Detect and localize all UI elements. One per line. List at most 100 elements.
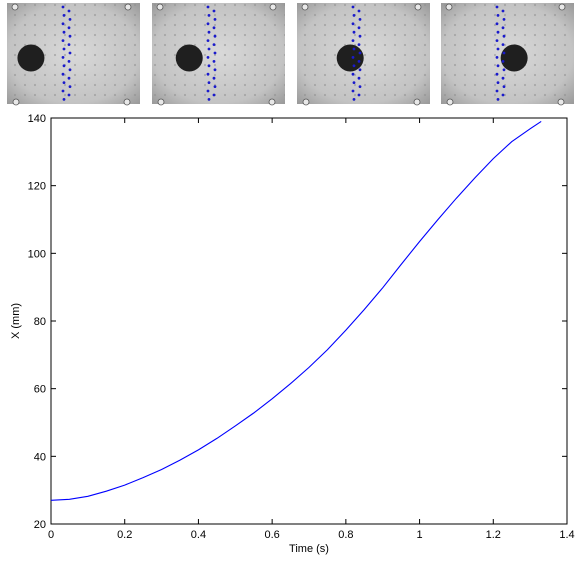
marker-dot xyxy=(207,47,211,51)
chart: 0 0.2 0.4 0.6 0.8 1 1.2 1.4 20 40 60 80 100 120 140 T… xyxy=(10,113,575,555)
bolt-icon xyxy=(558,3,566,11)
marker-dot xyxy=(351,72,355,76)
marker-dot xyxy=(496,30,500,34)
marker-dot xyxy=(207,81,211,84)
marker-dot xyxy=(501,26,505,30)
marker-dot xyxy=(62,64,66,68)
bolt-icon xyxy=(445,3,453,11)
marker-dot xyxy=(206,22,210,26)
x-tick-label: 0.4 xyxy=(191,529,206,541)
plate-texture xyxy=(297,3,430,104)
marker-dot xyxy=(62,98,66,101)
marker-dot xyxy=(68,85,72,88)
marker-dot xyxy=(351,56,355,59)
marker-dot xyxy=(357,9,361,13)
marker-dot xyxy=(352,64,356,68)
marker-dot xyxy=(501,60,505,63)
marker-dot xyxy=(61,72,65,76)
marker-dot xyxy=(213,85,217,88)
marker-dot xyxy=(352,98,356,101)
plot-area xyxy=(50,117,568,525)
y-tick-label: 60 xyxy=(34,384,46,396)
bolt-icon xyxy=(413,98,421,106)
photo-panels xyxy=(7,3,574,106)
marker-dot xyxy=(357,76,361,80)
marker-dot xyxy=(496,81,500,84)
marker-dot xyxy=(67,93,71,97)
marker-dot xyxy=(213,51,217,55)
marker-dot xyxy=(352,14,356,17)
marker-dot xyxy=(213,34,217,38)
marker-dot xyxy=(501,43,505,46)
marker-dot xyxy=(495,39,499,42)
bolt-icon xyxy=(446,98,454,106)
marker-dot xyxy=(357,93,361,97)
marker-dot xyxy=(212,9,216,13)
marker-dot xyxy=(351,39,355,42)
bolt-icon xyxy=(302,98,310,106)
marker-dot xyxy=(206,72,210,76)
y-tick-label: 120 xyxy=(28,181,46,193)
marker-dot xyxy=(213,68,217,72)
marker-dot xyxy=(68,34,72,38)
x-tick-label: 0.2 xyxy=(117,529,132,541)
bolt-icon xyxy=(301,3,309,11)
marker-dot xyxy=(502,18,506,21)
x-tick-label: 0 xyxy=(48,529,54,541)
marker-dot xyxy=(357,60,361,63)
marker-dot xyxy=(352,81,356,84)
marker-dot xyxy=(67,43,71,46)
marker-dot xyxy=(61,22,65,26)
ball-icon xyxy=(336,44,364,72)
marker-dot xyxy=(502,34,506,38)
marker-dot xyxy=(495,5,499,9)
marker-dot xyxy=(501,9,505,13)
bolt-icon xyxy=(124,3,132,11)
marker-dot xyxy=(496,47,500,51)
bolt-icon xyxy=(268,98,276,106)
marker-dot xyxy=(212,93,216,97)
marker-dot xyxy=(495,89,499,93)
marker-dot xyxy=(495,56,499,59)
x-tick-label: 1 xyxy=(417,529,423,541)
marker-dot xyxy=(212,26,216,30)
marker-dot xyxy=(358,18,362,21)
marker-dot xyxy=(61,39,65,42)
marker-dot xyxy=(352,30,356,34)
photo-panel xyxy=(152,3,285,106)
marker-dot xyxy=(212,43,216,46)
bolt-icon xyxy=(12,98,20,106)
marker-dot xyxy=(212,76,216,80)
marker-dot xyxy=(496,14,500,17)
photo-panel xyxy=(7,3,140,106)
series-line xyxy=(50,120,542,501)
y-axis: 20 40 60 80 100 120 140 xyxy=(28,113,567,531)
marker-dot xyxy=(62,30,66,34)
x-tick-label: 0.6 xyxy=(264,529,279,541)
marker-dot xyxy=(68,18,72,21)
marker-dot xyxy=(496,64,500,68)
x-axis: 0 0.2 0.4 0.6 0.8 1 1.2 1.4 xyxy=(48,118,575,541)
marker-dot xyxy=(502,85,506,88)
marker-dot xyxy=(207,64,211,68)
marker-dot xyxy=(357,26,361,30)
marker-dot xyxy=(62,14,66,17)
ball-icon xyxy=(500,44,528,72)
bolt-icon xyxy=(557,98,565,106)
marker-dot xyxy=(67,9,71,13)
bolt-icon xyxy=(156,3,164,11)
marker-dot xyxy=(358,68,362,72)
marker-dot xyxy=(358,85,362,88)
marker-dot xyxy=(67,60,71,63)
marker-dot xyxy=(68,51,72,55)
marker-dot xyxy=(495,22,499,26)
marker-dot xyxy=(351,89,355,93)
marker-dot xyxy=(357,43,361,46)
marker-dot xyxy=(212,60,216,63)
y-tick-label: 80 xyxy=(34,316,46,328)
bolt-icon xyxy=(123,98,131,106)
marker-dot xyxy=(213,18,217,21)
x-tick-label: 1.4 xyxy=(559,529,574,541)
marker-dot xyxy=(206,56,210,59)
